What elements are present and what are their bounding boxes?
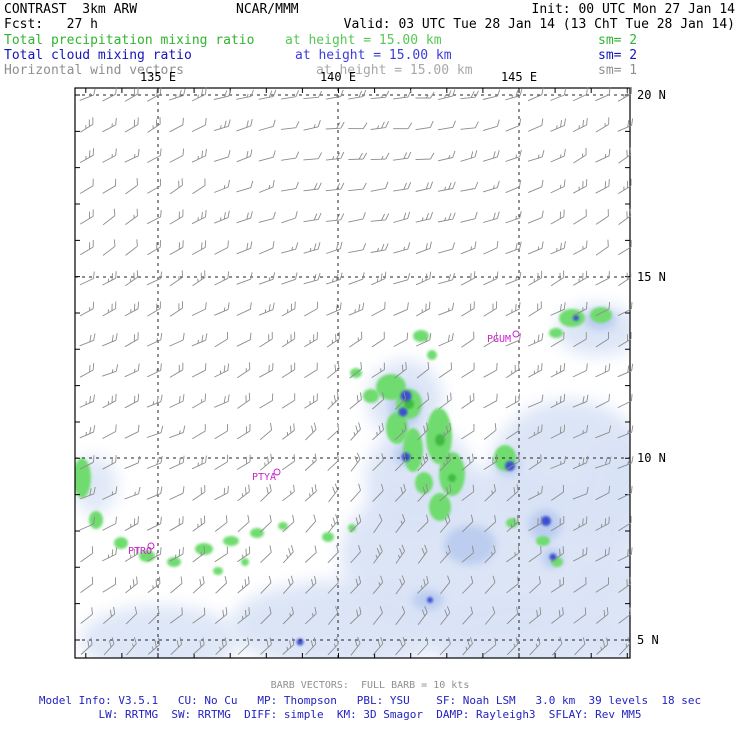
shading-blob	[89, 511, 103, 529]
shading-blob	[230, 580, 450, 658]
shading-blob	[404, 399, 414, 409]
map-border	[74, 87, 631, 659]
model-info-line1: Model Info: V3.5.1 CU: No Cu MP: Thompso…	[38, 694, 702, 707]
shading-blob	[430, 600, 610, 658]
cloud-field-sm: sm= 2	[598, 48, 638, 63]
station-markers: PGUM PTYA PTRO	[128, 330, 520, 557]
degree-ticks	[75, 88, 630, 658]
shading-blob	[401, 452, 411, 462]
shading-blob	[114, 537, 128, 549]
shading-blob	[429, 493, 451, 521]
shading-blob	[363, 389, 379, 403]
shading-blob	[250, 528, 264, 538]
station-marker	[512, 330, 520, 338]
shading-blob	[427, 350, 437, 360]
wind-barb-field	[79, 86, 634, 656]
shading-blob	[322, 532, 334, 542]
station-marker	[273, 468, 281, 476]
model-title: CONTRAST 3km ARW	[4, 2, 138, 17]
shading-blob	[400, 390, 412, 402]
shading-blob	[348, 524, 356, 532]
shading-blob	[448, 474, 456, 482]
precip-field-label: Total precipitation mixing ratio	[4, 33, 255, 48]
shading-blob	[386, 412, 408, 444]
axis-labels: 135 E 140 E 145 E 20 N 15 N 10 N 5 N	[140, 70, 666, 647]
y-axis-label: 10 N	[637, 451, 666, 465]
shading-blob	[541, 516, 551, 526]
shading-blob	[536, 536, 550, 546]
station-label: PGUM	[487, 334, 511, 345]
x-axis-label: 140 E	[320, 70, 356, 84]
shading-blob	[590, 307, 612, 323]
shading-blob	[403, 428, 423, 472]
shading-blob	[444, 525, 496, 565]
station-marker	[147, 542, 155, 550]
wind-field-height: at height = 15.00 km	[316, 63, 473, 78]
shading-blob	[241, 558, 249, 566]
barb-legend: BARB VECTORS: FULL BARB = 10 kts	[270, 680, 470, 691]
init-time: Init: 00 UTC Mon 27 Jan 14	[531, 2, 736, 17]
wind-field-label: Horizontal wind vectors	[4, 63, 185, 78]
model-info-line2: LW: RRTMG SW: RRTMG DIFF: simple KM: 3D …	[98, 708, 642, 721]
shading-blob	[506, 518, 518, 528]
wind-field-sm: sm= 1	[598, 63, 638, 78]
shading-blob	[427, 597, 433, 603]
shading-blob	[573, 315, 579, 321]
shading-blob	[278, 522, 288, 530]
map-outline	[74, 87, 631, 659]
y-axis-label: 20 N	[637, 88, 666, 102]
center-title: NCAR/MMM	[236, 2, 299, 17]
y-axis-label: 5 N	[637, 633, 659, 647]
shading-blob	[213, 567, 223, 575]
precip-shading	[75, 307, 612, 575]
shading-blob	[580, 440, 630, 560]
shading-blob	[413, 330, 429, 342]
shading-blob	[415, 472, 433, 494]
shading-blob	[223, 536, 239, 546]
station-label: PTRO	[128, 546, 152, 557]
y-axis-label: 15 N	[637, 270, 666, 284]
shading-blob	[376, 374, 406, 400]
cloud-field-label: Total cloud mixing ratio	[4, 48, 192, 63]
valid-time: Valid: 03 UTC Tue 28 Jan 14 (13 ChT Tue …	[343, 17, 735, 32]
precip-field-sm: sm= 2	[598, 33, 638, 48]
cloud-shading	[75, 304, 630, 658]
shading-blob	[549, 328, 563, 338]
precip-field-height: at height = 15.00 km	[285, 33, 442, 48]
station-label: PTYA	[252, 472, 276, 483]
cloud-field-height: at height = 15.00 km	[295, 48, 452, 63]
x-axis-label: 145 E	[501, 70, 537, 84]
shading-blob	[398, 407, 408, 417]
shading-blob	[549, 553, 557, 561]
x-axis-label: 135 E	[140, 70, 176, 84]
wind-barbs	[79, 86, 634, 656]
fcst-hour: Fcst: 27 h	[4, 17, 98, 32]
shading-blob	[75, 458, 91, 498]
shading-blob	[167, 557, 181, 567]
